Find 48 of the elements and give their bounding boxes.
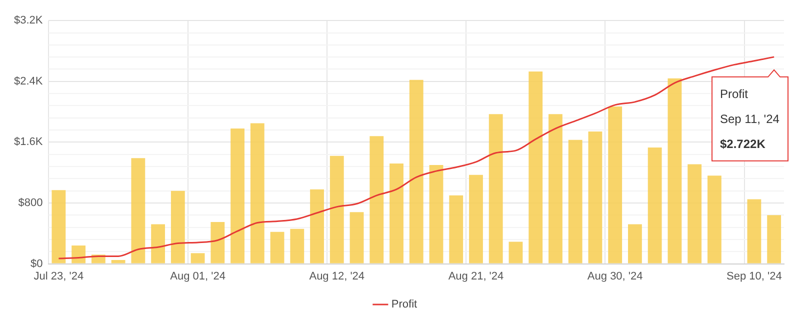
bar [528, 72, 543, 264]
bar [488, 114, 503, 264]
y-tick-label: $1.6K [14, 136, 44, 148]
bar [72, 246, 86, 264]
bar [330, 156, 344, 264]
bar [350, 212, 364, 264]
x-tick-label: Jul 23, '24 [34, 270, 84, 282]
bar [409, 80, 424, 264]
bar [588, 132, 602, 264]
bar [250, 123, 264, 264]
bar [568, 140, 582, 264]
bar [230, 128, 244, 264]
bar [390, 163, 404, 264]
bar [290, 228, 304, 264]
bar [270, 232, 284, 264]
bar [170, 190, 185, 264]
bar [131, 158, 146, 264]
bar [190, 253, 205, 264]
bar [111, 260, 126, 264]
bar [707, 176, 722, 264]
y-tick-label: $0 [30, 258, 43, 270]
legend-label: Profit [391, 298, 418, 311]
bar [648, 148, 662, 264]
y-tick-label: $800 [18, 197, 43, 210]
bar [469, 174, 483, 264]
bar [767, 215, 782, 264]
x-tick-label: Aug 01, '24 [170, 270, 226, 282]
bar [151, 224, 165, 264]
annotation: Profit Sep 11, '24 $2.722K [720, 87, 780, 152]
bar [429, 165, 444, 264]
bar [747, 199, 762, 264]
bar [688, 164, 702, 264]
bar [628, 224, 642, 264]
y-tick-label: $3.2K [14, 14, 44, 27]
bar [668, 78, 682, 264]
y-tick-label: $2.4K [14, 75, 44, 88]
bar [210, 222, 225, 264]
bar [548, 114, 562, 264]
bar [370, 136, 384, 264]
x-tick-label: Sep 10, '24 [726, 270, 782, 282]
x-tick-label: Aug 21, '24 [448, 270, 504, 282]
bar [310, 189, 324, 264]
bar [608, 106, 622, 264]
bar [508, 242, 523, 264]
bar [449, 195, 464, 264]
bar [52, 190, 66, 264]
x-tick-label: Aug 12, '24 [309, 270, 365, 282]
x-tick-label: Aug 30, '24 [587, 270, 643, 282]
